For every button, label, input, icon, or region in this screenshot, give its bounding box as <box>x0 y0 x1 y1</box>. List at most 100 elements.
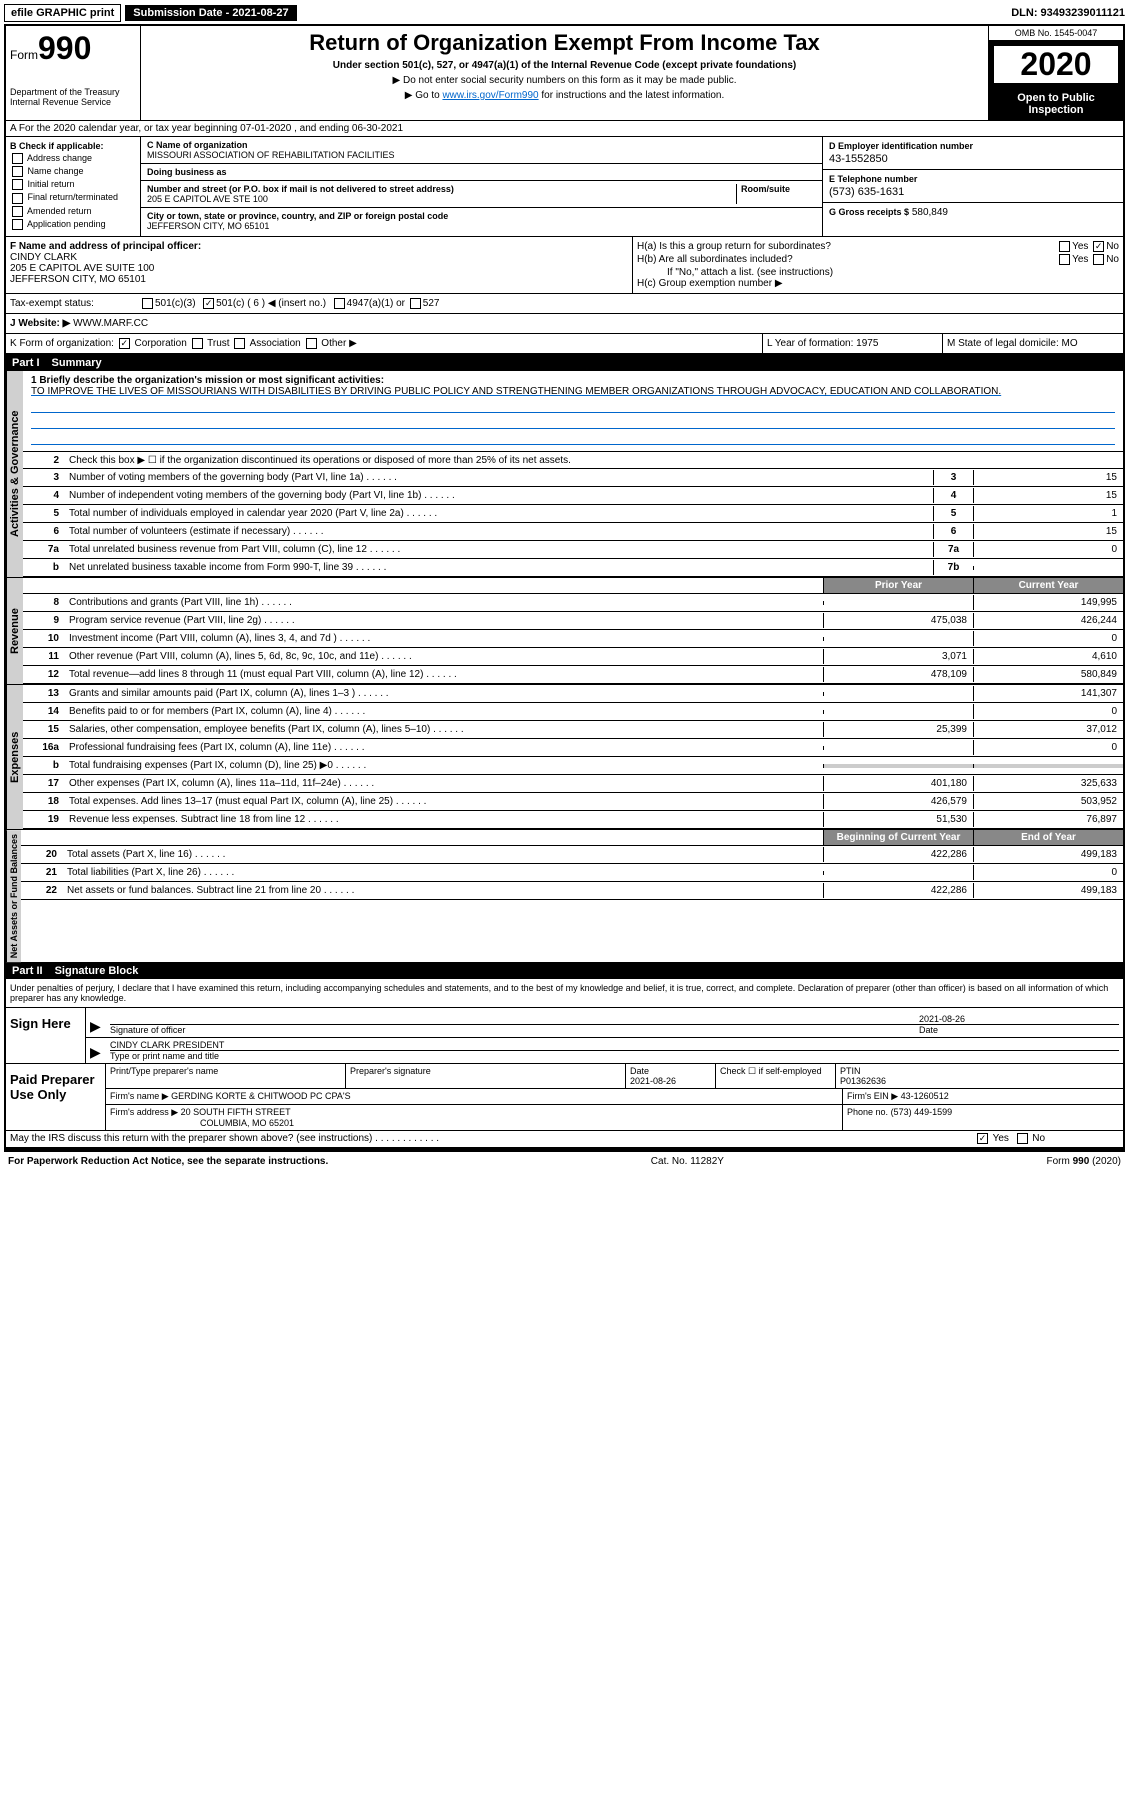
website-value: WWW.MARF.CC <box>73 318 148 329</box>
sidebar-revenue: Revenue <box>6 578 23 684</box>
sig-arrow-icon-2: ▶ <box>90 1044 110 1061</box>
line-12: 12 Total revenue—add lines 8 through 11 … <box>23 666 1123 684</box>
gross-cell: G Gross receipts $ 580,849 <box>823 203 1123 222</box>
part1-header: Part I Summary <box>6 355 1123 371</box>
form-of-org: K Form of organization: Corporation Trus… <box>6 334 763 353</box>
section-b: B Check if applicable: Address change Na… <box>6 137 141 236</box>
top-bar: efile GRAPHIC print Submission Date - 20… <box>4 4 1125 22</box>
line-19: 19 Revenue less expenses. Subtract line … <box>23 811 1123 829</box>
ptin: P01362636 <box>840 1076 886 1086</box>
line-16a: 16a Professional fundraising fees (Part … <box>23 739 1123 757</box>
paid-preparer-label: Paid Preparer Use Only <box>6 1064 106 1130</box>
omb-number: OMB No. 1545-0047 <box>989 26 1123 41</box>
footer-right: Form 990 (2020) <box>1047 1156 1121 1167</box>
year-formation: L Year of formation: 1975 <box>763 334 943 353</box>
col-end: End of Year <box>973 830 1123 845</box>
section-h: H(a) Is this a group return for subordin… <box>633 237 1123 293</box>
declaration: Under penalties of perjury, I declare th… <box>6 979 1123 1007</box>
page-footer: For Paperwork Reduction Act Notice, see … <box>4 1151 1125 1171</box>
sign-here-label: Sign Here <box>6 1008 86 1063</box>
department: Department of the Treasury Internal Reve… <box>10 87 136 107</box>
tax-year: 2020 <box>991 43 1121 86</box>
row-a-period: A For the 2020 calendar year, or tax yea… <box>6 121 1123 137</box>
prep-date: 2021-08-26 <box>630 1076 676 1086</box>
line-17: 17 Other expenses (Part IX, column (A), … <box>23 775 1123 793</box>
chk-address-change[interactable]: Address change <box>10 153 136 164</box>
firm-phone: (573) 449-1599 <box>891 1107 953 1117</box>
line-8: 8 Contributions and grants (Part VIII, l… <box>23 594 1123 612</box>
chk-pending[interactable]: Application pending <box>10 219 136 230</box>
firm-addr1: 20 SOUTH FIFTH STREET <box>181 1107 291 1117</box>
submission-date: Submission Date - 2021-08-27 <box>125 5 296 21</box>
footer-left: For Paperwork Reduction Act Notice, see … <box>8 1156 328 1167</box>
form-title: Return of Organization Exempt From Incom… <box>145 30 984 56</box>
firm-addr2: COLUMBIA, MO 65201 <box>200 1118 294 1128</box>
form-number: 990 <box>38 30 91 66</box>
note-link: ▶ Go to www.irs.gov/Form990 for instruct… <box>145 90 984 101</box>
line-10: 10 Investment income (Part VIII, column … <box>23 630 1123 648</box>
footer-mid: Cat. No. 11282Y <box>651 1156 724 1167</box>
line-6: 6 Total number of volunteers (estimate i… <box>23 523 1123 541</box>
tax-status-row: Tax-exempt status: 501(c)(3) 501(c) ( 6 … <box>6 294 1123 314</box>
website-row: J Website: ▶ WWW.MARF.CC <box>6 314 1123 334</box>
line-22: 22 Net assets or fund balances. Subtract… <box>21 882 1123 900</box>
line-13: 13 Grants and similar amounts paid (Part… <box>23 685 1123 703</box>
line-4: 4 Number of independent voting members o… <box>23 487 1123 505</box>
officer-name: CINDY CLARK <box>10 252 628 263</box>
col-prior: Prior Year <box>823 578 973 593</box>
line-20: 20 Total assets (Part X, line 16) 422,28… <box>21 846 1123 864</box>
line-14: 14 Benefits paid to or for members (Part… <box>23 703 1123 721</box>
irs-link[interactable]: www.irs.gov/Form990 <box>442 90 538 101</box>
col-begin: Beginning of Current Year <box>823 830 973 845</box>
section-f: F Name and address of principal officer:… <box>6 237 633 293</box>
line-18: 18 Total expenses. Add lines 13–17 (must… <box>23 793 1123 811</box>
city-state-zip: JEFFERSON CITY, MO 65101 <box>147 221 816 231</box>
chk-final-return[interactable]: Final return/terminated <box>10 192 136 203</box>
form-word: Form <box>10 48 38 62</box>
subtitle: Under section 501(c), 527, or 4947(a)(1)… <box>145 60 984 71</box>
chk-amended[interactable]: Amended return <box>10 206 136 217</box>
sig-arrow-icon: ▶ <box>90 1018 110 1035</box>
ein-value: 43-1552850 <box>829 153 1117 165</box>
line-b: b Net unrelated business taxable income … <box>23 559 1123 577</box>
efile-button[interactable]: efile GRAPHIC print <box>4 4 121 22</box>
open-public: Open to Public Inspection <box>989 88 1123 120</box>
line-11: 11 Other revenue (Part VIII, column (A),… <box>23 648 1123 666</box>
dba-cell: Doing business as <box>141 164 822 181</box>
mission-text: TO IMPROVE THE LIVES OF MISSOURIANS WITH… <box>31 386 1115 397</box>
mission-block: 1 Briefly describe the organization's mi… <box>23 371 1123 451</box>
phone-value: (573) 635-1631 <box>829 186 1117 198</box>
org-name-cell: C Name of organization MISSOURI ASSOCIAT… <box>141 137 822 164</box>
state-domicile: M State of legal domicile: MO <box>943 334 1123 353</box>
firm-name: GERDING KORTE & CHITWOOD PC CPA'S <box>171 1091 350 1101</box>
line-9: 9 Program service revenue (Part VIII, li… <box>23 612 1123 630</box>
line-3: 3 Number of voting members of the govern… <box>23 469 1123 487</box>
sidebar-activities: Activities & Governance <box>6 371 23 577</box>
b-header: B Check if applicable: <box>10 141 136 151</box>
gross-value: 580,849 <box>912 207 948 218</box>
dln: DLN: 93493239011121 <box>1011 7 1125 19</box>
col-current: Current Year <box>973 578 1123 593</box>
line-5: 5 Total number of individuals employed i… <box>23 505 1123 523</box>
city-cell: City or town, state or province, country… <box>141 208 822 234</box>
line-7a: 7a Total unrelated business revenue from… <box>23 541 1123 559</box>
note-ssn: ▶ Do not enter social security numbers o… <box>145 75 984 86</box>
address-cell: Number and street (or P.O. box if mail i… <box>141 181 822 208</box>
ein-cell: D Employer identification number 43-1552… <box>823 137 1123 170</box>
sidebar-expenses: Expenses <box>6 685 23 829</box>
org-name: MISSOURI ASSOCIATION OF REHABILITATION F… <box>147 150 816 160</box>
sig-name: CINDY CLARK PRESIDENT <box>110 1040 1119 1050</box>
line-21: 21 Total liabilities (Part X, line 26) 0 <box>21 864 1123 882</box>
line-15: 15 Salaries, other compensation, employe… <box>23 721 1123 739</box>
title-block: Return of Organization Exempt From Incom… <box>141 26 988 120</box>
line-b: b Total fundraising expenses (Part IX, c… <box>23 757 1123 775</box>
sidebar-net: Net Assets or Fund Balances <box>6 830 21 962</box>
form-id-block: Form990 Department of the Treasury Inter… <box>6 26 141 120</box>
part2-header: Part II Signature Block <box>6 963 1123 979</box>
chk-name-change[interactable]: Name change <box>10 166 136 177</box>
firm-ein: 43-1260512 <box>901 1091 949 1101</box>
chk-initial-return[interactable]: Initial return <box>10 179 136 190</box>
phone-cell: E Telephone number (573) 635-1631 <box>823 170 1123 203</box>
street-address: 205 E CAPITOL AVE STE 100 <box>147 194 736 204</box>
sig-date-val: 2021-08-26 <box>919 1014 1119 1024</box>
